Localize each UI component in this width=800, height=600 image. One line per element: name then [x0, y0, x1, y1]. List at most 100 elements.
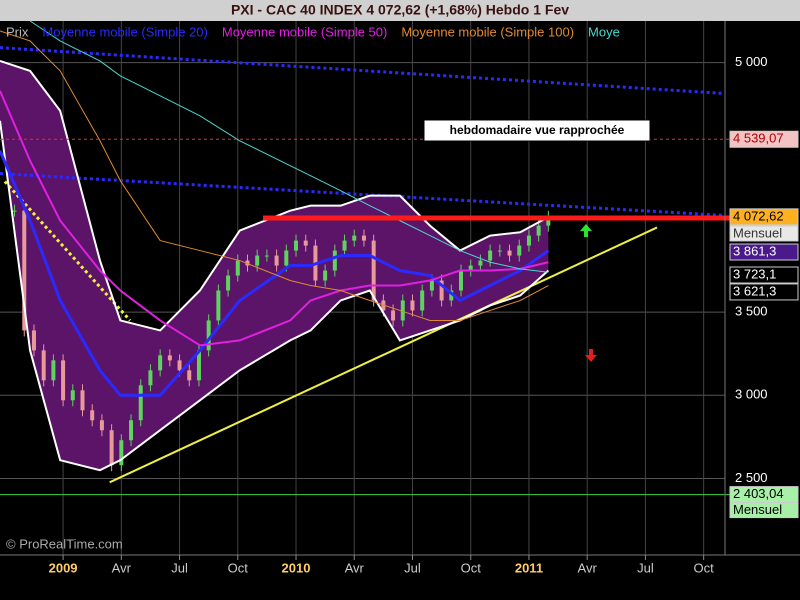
- candle: [216, 290, 221, 321]
- price-tag-label: 4 072,62: [733, 208, 784, 223]
- candle: [517, 245, 522, 256]
- candle: [255, 255, 260, 266]
- legend-entry: Moyenne mobile (Simple 20): [42, 24, 207, 39]
- candle: [526, 235, 531, 246]
- price-tag-label: 4 539,07: [733, 131, 784, 146]
- candle: [459, 270, 464, 291]
- price-tag-box: [729, 130, 799, 148]
- down-arrow: [585, 349, 597, 362]
- candle: [439, 280, 444, 301]
- candle: [80, 390, 85, 411]
- candle: [264, 255, 269, 257]
- candle: [206, 320, 211, 351]
- trendline: [109, 226, 658, 484]
- price-tag-box: [729, 266, 799, 284]
- candle: [138, 385, 143, 421]
- series-line: [0, 59, 549, 332]
- x-tick-label: 2010: [282, 560, 311, 575]
- price-tag-box: [729, 243, 799, 261]
- band-area: [0, 60, 549, 471]
- candle: [420, 290, 425, 311]
- plot-area: [0, 20, 730, 555]
- x-tick-label: Avr: [112, 560, 132, 575]
- legend-entry: Moye: [588, 24, 620, 39]
- x-tick-label: Jul: [171, 560, 188, 575]
- candle: [323, 270, 328, 281]
- candle: [536, 225, 541, 236]
- candle: [235, 260, 240, 276]
- candle: [361, 235, 366, 241]
- candle: [148, 370, 153, 386]
- candle: [274, 255, 279, 266]
- price-tag-note: Mensuel: [733, 502, 782, 517]
- candle: [478, 260, 483, 266]
- title-bar: [0, 0, 800, 21]
- candle: [410, 300, 415, 311]
- candle: [507, 250, 512, 256]
- candle: [546, 216, 551, 226]
- candle: [488, 250, 493, 261]
- series-line: [0, 30, 549, 321]
- price-tag-label: 2 403,04: [733, 486, 784, 501]
- trendline: [0, 46, 726, 96]
- chart-title: PXI - CAC 40 INDEX 4 072,62 (+1,68%) Heb…: [231, 2, 569, 18]
- candle: [31, 330, 36, 351]
- trendline: [3, 180, 132, 322]
- x-tick-label: Avr: [578, 560, 598, 575]
- candle: [245, 260, 250, 266]
- watermark: © ProRealTime.com: [6, 536, 123, 551]
- series-line: [0, 150, 550, 397]
- candle: [90, 410, 95, 421]
- candle: [187, 370, 192, 381]
- price-tag-box: [729, 208, 799, 226]
- x-tick-label: Oct: [461, 560, 482, 575]
- candle: [70, 390, 75, 401]
- price-tags: 4 539,074 065,95Mensuel4 072,623 861,33 …: [729, 130, 799, 519]
- x-tick-label: 2011: [515, 560, 543, 575]
- candle: [51, 360, 56, 381]
- candle: [342, 240, 347, 251]
- candle: [129, 420, 134, 441]
- up-arrow: [580, 224, 592, 237]
- legend-entry: Moyenne mobile (Simple 50): [222, 24, 387, 39]
- series-line: [0, 120, 550, 472]
- candle: [284, 250, 289, 266]
- x-tick-label: Jul: [637, 560, 654, 575]
- annotation-box: [423, 119, 651, 142]
- candle: [22, 210, 27, 331]
- candle: [196, 350, 201, 381]
- candle: [158, 355, 163, 371]
- price-tag-label: 3 621,3: [733, 283, 776, 298]
- candle: [109, 430, 114, 466]
- legend-entry: Prix: [6, 24, 29, 39]
- price-tag-box: [729, 283, 799, 301]
- candle: [400, 300, 405, 321]
- x-tick-label: Avr: [345, 560, 365, 575]
- x-tick-label: Jul: [404, 560, 421, 575]
- candle: [303, 240, 308, 246]
- candle: [371, 240, 376, 301]
- candle: [468, 265, 473, 271]
- candle: [449, 290, 454, 301]
- candle: [12, 210, 17, 212]
- candle: [352, 235, 357, 241]
- candle: [41, 350, 46, 381]
- price-tag-label: 3 861,3: [733, 243, 776, 258]
- legend-entry: Moyenne mobile (Simple 100): [401, 24, 574, 39]
- candle: [391, 310, 396, 321]
- candle: [226, 275, 231, 291]
- candle: [167, 355, 172, 361]
- series-line: [29, 20, 549, 273]
- y-tick-label: 3 000: [735, 387, 768, 402]
- candle: [332, 250, 337, 271]
- x-tick-label: 2009: [49, 560, 78, 575]
- series-line: [0, 90, 549, 347]
- candle: [119, 440, 124, 466]
- price-tag-note: Mensuel: [733, 225, 782, 240]
- price-tag-note-box: [729, 225, 799, 242]
- y-tick-label: 5 000: [735, 54, 768, 69]
- x-tick-label: Oct: [694, 560, 715, 575]
- candle: [429, 280, 434, 291]
- y-tick-label: 3 500: [735, 304, 768, 319]
